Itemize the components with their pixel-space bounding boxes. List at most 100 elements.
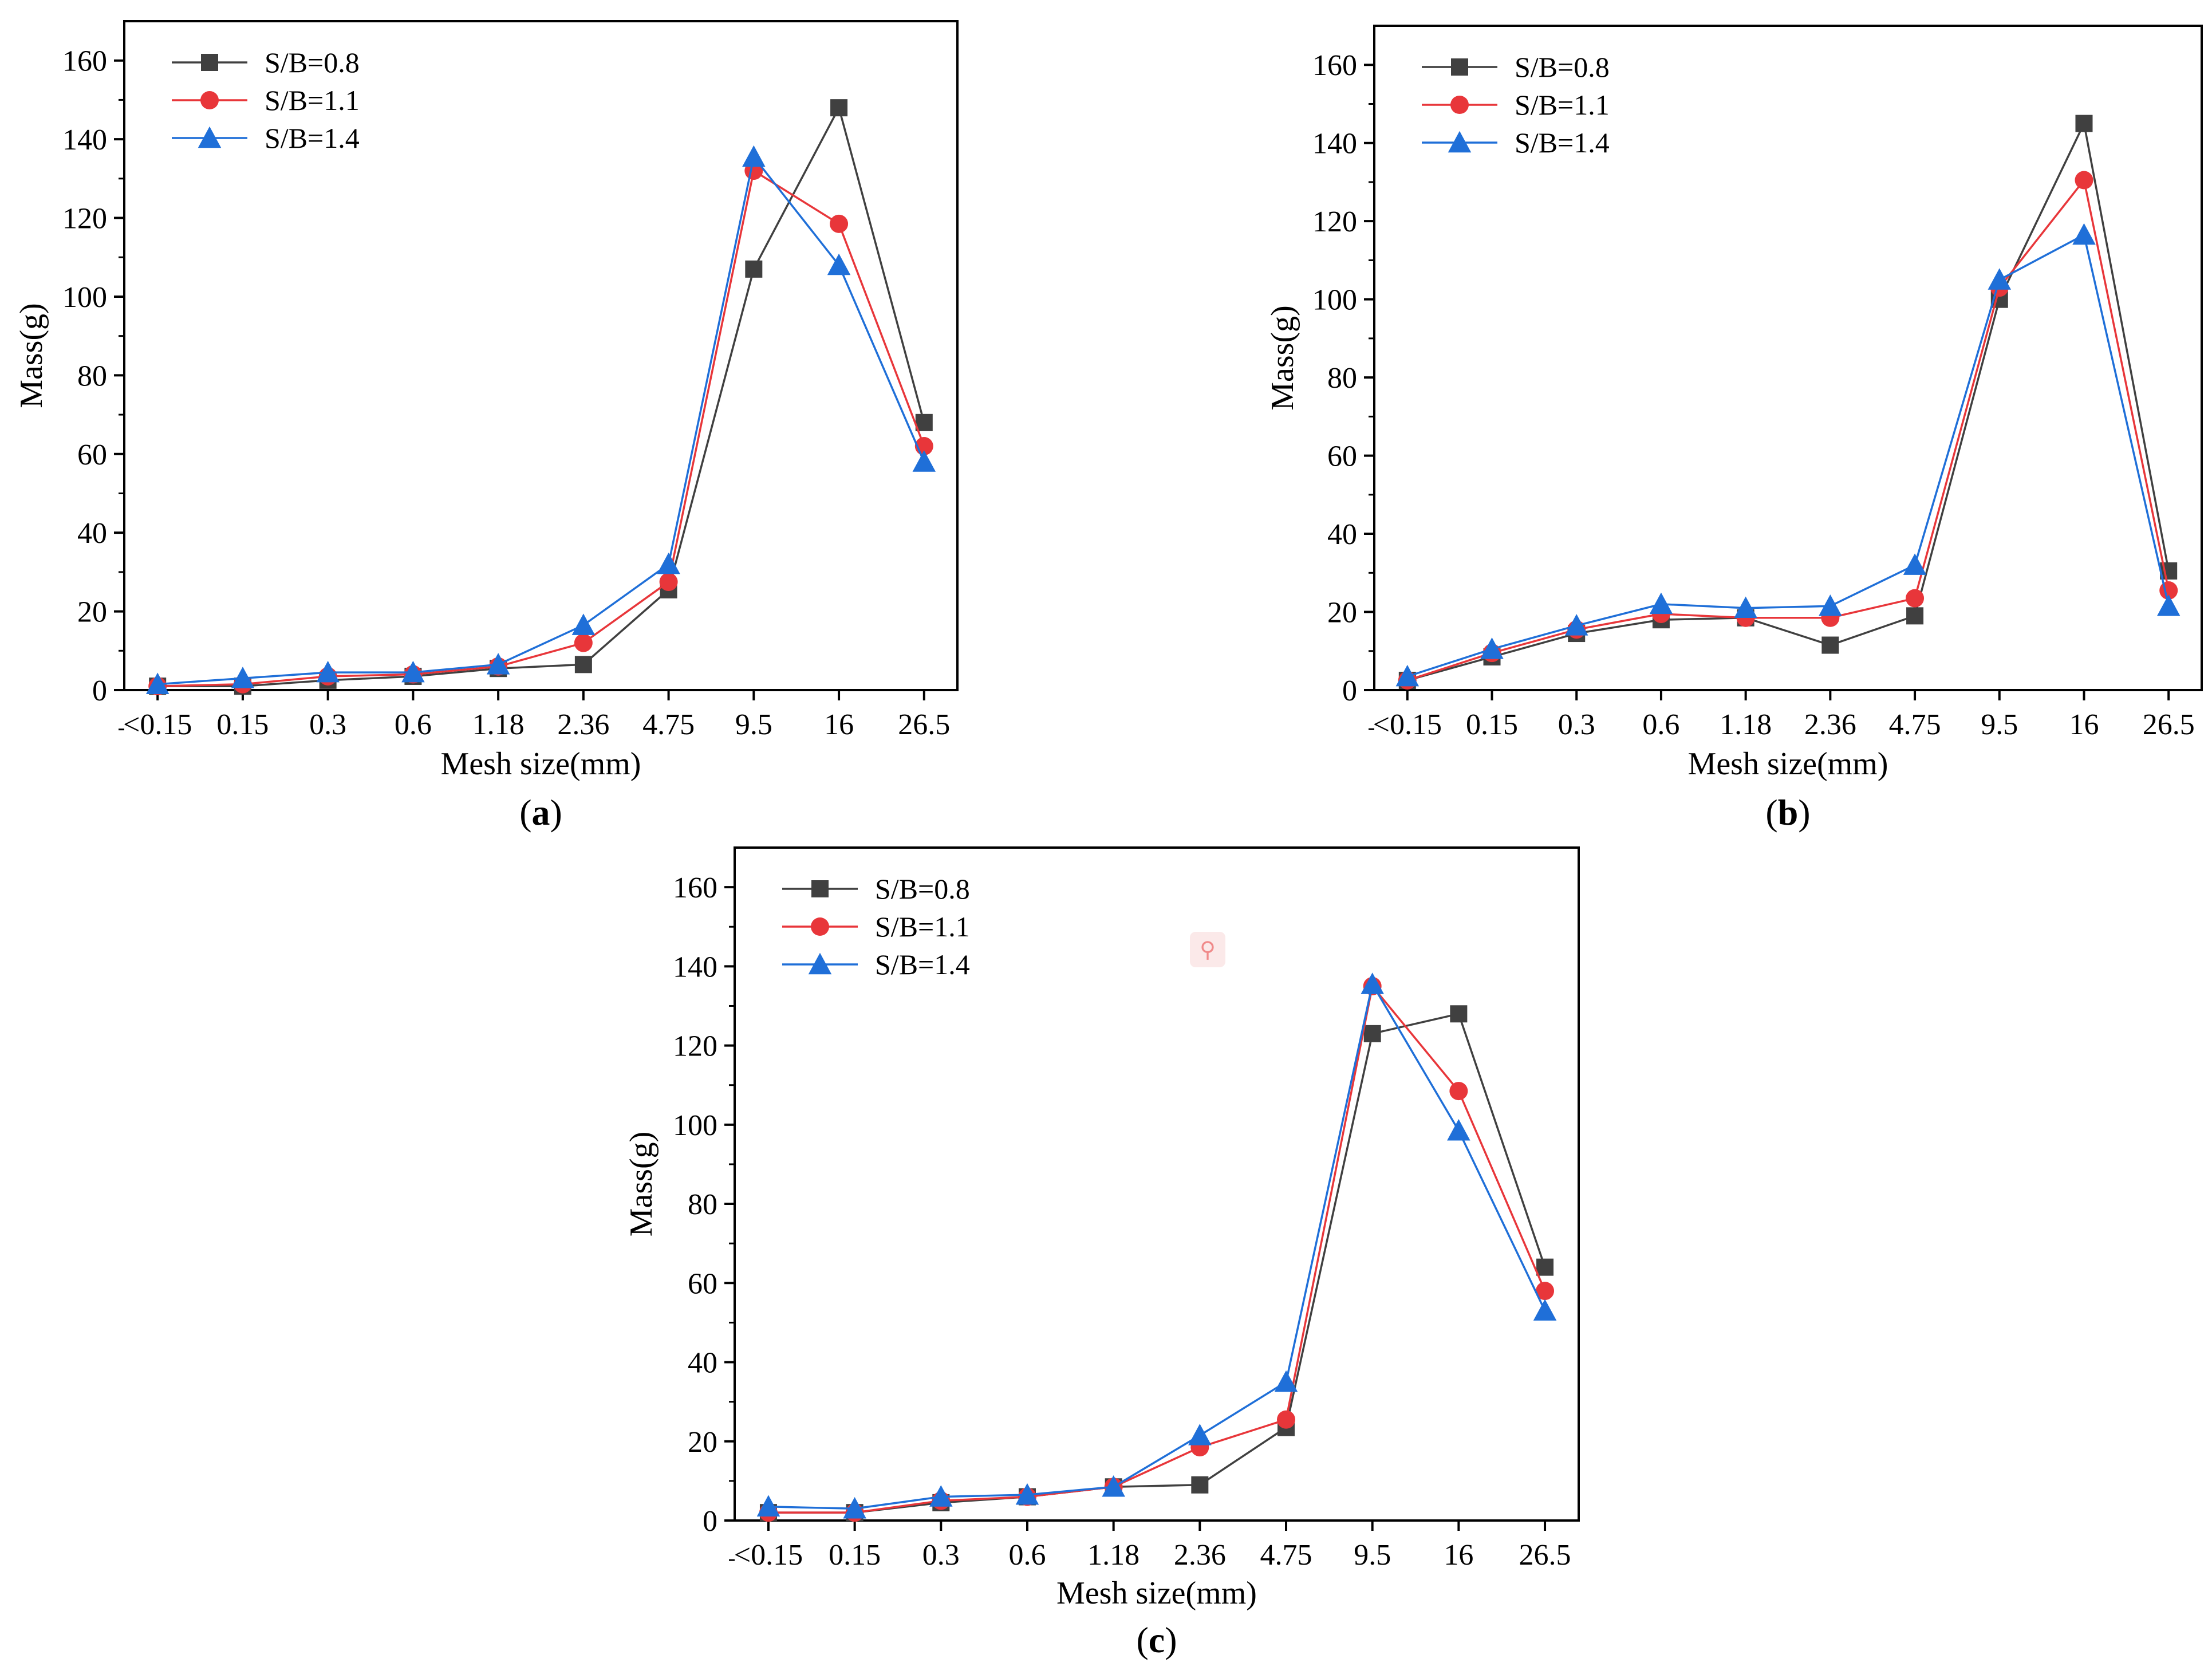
y-tick-label: 80	[1327, 362, 1357, 395]
data-point	[2156, 594, 2181, 616]
data-point	[929, 1485, 953, 1507]
x-tick-label: 0.15	[216, 708, 269, 741]
x-tick-label: 4.75	[642, 708, 695, 741]
x-axis-title: Mesh size(mm)	[1056, 1575, 1257, 1611]
series-S/B=1.1	[148, 162, 933, 696]
y-tick-label: 160	[62, 45, 107, 78]
legend-marker	[198, 126, 222, 148]
data-point	[756, 1495, 780, 1517]
y-axis-title: Mass(g)	[624, 1132, 659, 1237]
data-point	[1361, 972, 1384, 994]
data-point	[830, 99, 848, 117]
x-tick-label: 9.5	[735, 708, 772, 741]
legend-marker	[808, 952, 832, 975]
y-tick-label: 40	[1327, 518, 1357, 551]
panel-letter: a	[532, 792, 550, 833]
legend-label: S/B=0.8	[1515, 51, 1610, 83]
plot-frame	[1373, 25, 2203, 691]
x-tick-label: 26.5	[1519, 1539, 1571, 1571]
legend-marker	[811, 917, 829, 936]
data-point	[843, 1497, 866, 1519]
data-point	[1564, 614, 1588, 636]
series-line	[768, 983, 1546, 1514]
panel-label: (c)	[1136, 1620, 1177, 1660]
data-point	[571, 613, 596, 635]
y-tick-label: 60	[1327, 440, 1357, 473]
data-point	[1533, 1299, 1557, 1321]
data-point	[1649, 592, 1673, 615]
x-tick-label: 0.15	[829, 1539, 881, 1571]
series-S/B=0.8	[759, 1005, 1554, 1522]
y-axis-title: Mass(g)	[14, 303, 49, 408]
y-tick-label: 60	[77, 439, 107, 471]
series-S/B=1.4	[145, 145, 936, 694]
x-tick-label: 4.75	[1260, 1539, 1312, 1571]
data-point	[1988, 268, 2012, 290]
data-point	[2075, 115, 2093, 132]
data-point	[2072, 223, 2096, 245]
series-S/B=1.1	[1398, 171, 2178, 690]
y-tick-label: 80	[688, 1188, 717, 1221]
legend-label: S/B=1.1	[1515, 89, 1610, 121]
y-tick-label: 140	[673, 951, 717, 983]
plot-frame	[123, 20, 959, 691]
data-point	[486, 653, 510, 675]
y-tick-label: 0	[1342, 675, 1357, 707]
data-point	[1449, 1082, 1468, 1101]
data-point	[1734, 596, 1757, 618]
data-point	[1480, 637, 1504, 659]
x-tick-label: <0.15	[1373, 708, 1442, 741]
data-point	[1903, 553, 1927, 575]
data-point	[1188, 1424, 1212, 1445]
legend-marker	[200, 91, 219, 109]
y-axis-title: Mass(g)	[1265, 305, 1300, 411]
x-tick-label: 0.15	[1466, 708, 1518, 741]
chart-panel-a: 0 20 40 60 80 100 120 140 160 <0.15 0.15 0.3 0.6 1.18…	[14, 20, 959, 833]
legend-label: S/B=0.8	[265, 46, 360, 78]
y-tick-label: 140	[62, 124, 107, 156]
data-point	[1363, 1025, 1381, 1042]
series-S/B=0.8	[1398, 115, 2178, 689]
x-tick-label: 26.5	[898, 708, 950, 741]
data-point	[827, 253, 851, 275]
data-point	[145, 672, 169, 694]
x-tick-label: 1.18	[472, 708, 525, 741]
plot-frame	[734, 846, 1580, 1522]
x-tick-label: 2.36	[557, 708, 609, 741]
series-S/B=0.8	[149, 99, 933, 695]
series-line	[1407, 120, 2170, 682]
series-S/B=1.4	[756, 972, 1557, 1519]
data-point	[1819, 594, 1842, 616]
x-tick-label: 4.75	[1889, 708, 1941, 741]
x-tick-label: 0.6	[395, 708, 432, 741]
x-tick-label: 9.5	[1354, 1539, 1391, 1571]
legend-label: S/B=1.4	[265, 122, 360, 154]
x-tick-label: 1.18	[1720, 708, 1772, 741]
series-line	[768, 1013, 1546, 1514]
data-point	[574, 633, 593, 652]
chart-panel-c: 0 20 40 60 80 100 120 140 160 <0.15 0.15 0.3 0.6 1.18…	[624, 846, 1580, 1660]
data-point	[830, 214, 849, 233]
data-point	[1450, 1005, 1468, 1023]
x-tick-label: 0.3	[922, 1539, 960, 1571]
data-point	[401, 660, 425, 683]
x-axis-title: Mesh size(mm)	[1688, 746, 1888, 782]
magnifier-icon[interactable]: ⚲	[1190, 932, 1225, 967]
data-point	[1395, 664, 1420, 687]
y-tick-label: 0	[703, 1505, 717, 1538]
data-point	[1536, 1258, 1554, 1276]
chart-panel-b: 0 20 40 60 80 100 120 140 160 <0.15 0.15 0.3 0.6 1.18…	[1265, 25, 2203, 833]
panel-letter: c	[1149, 1620, 1165, 1660]
legend-marker	[1450, 96, 1469, 114]
data-point	[1102, 1475, 1125, 1497]
x-tick-label: <0.15	[734, 1539, 803, 1571]
y-tick-label: 40	[77, 517, 107, 550]
legend-marker	[1448, 131, 1472, 153]
data-point	[1274, 1370, 1298, 1392]
data-point	[912, 450, 936, 472]
y-tick-label: 20	[688, 1426, 717, 1459]
y-tick-label: 120	[673, 1030, 717, 1063]
series-S/B=1.4	[1395, 223, 2181, 687]
data-point	[915, 413, 933, 431]
